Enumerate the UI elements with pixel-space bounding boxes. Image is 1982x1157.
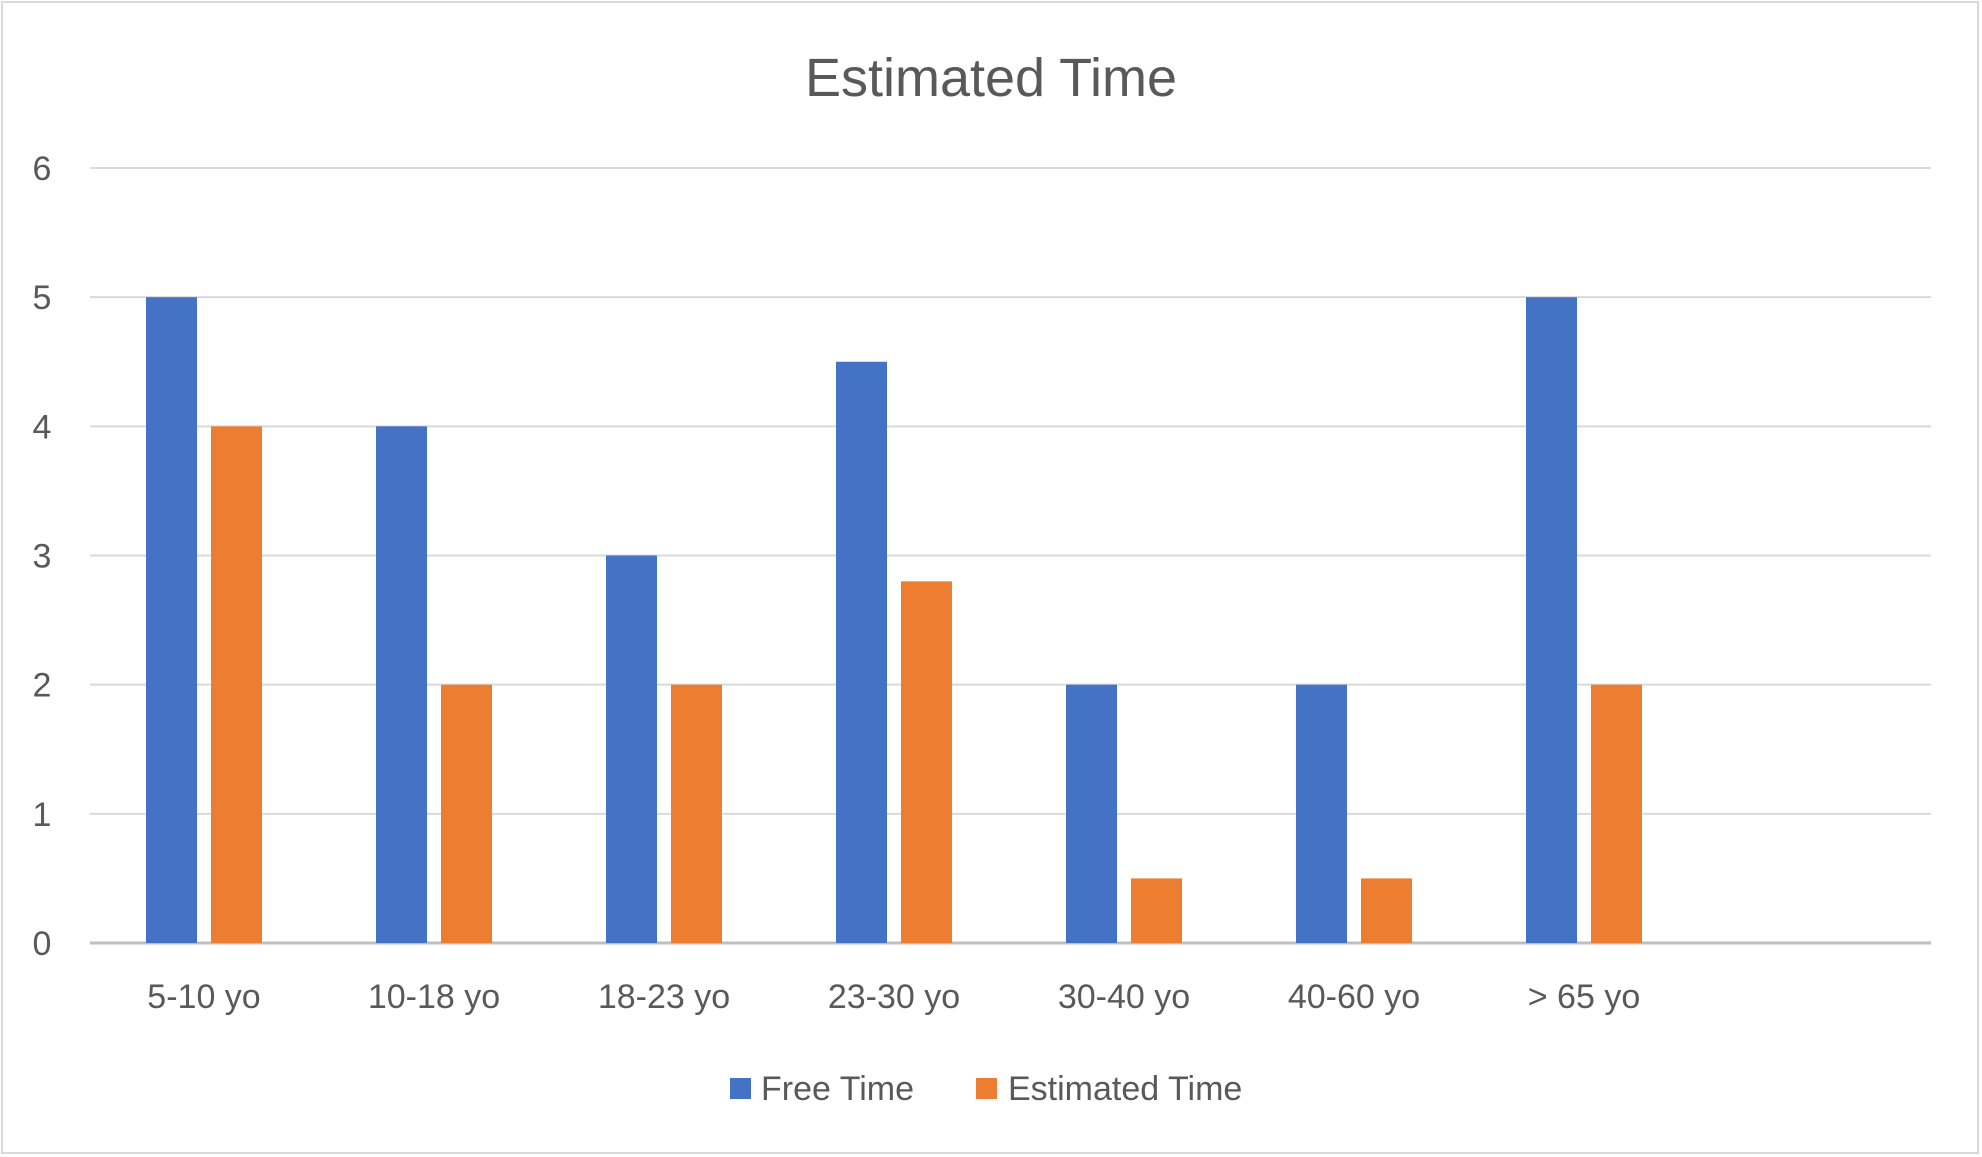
free-time-bar[interactable] <box>1066 684 1117 943</box>
grid-layer <box>90 167 1931 945</box>
y-tick-label: 6 <box>33 150 52 188</box>
x-tick-label: 5-10 yo <box>147 978 260 1016</box>
estimated-time-bar[interactable] <box>901 581 952 943</box>
x-tick-label: 23-30 yo <box>828 978 960 1016</box>
estimated-time-bar[interactable] <box>211 426 262 943</box>
free-time-legend-label: Free Time <box>761 1070 914 1108</box>
legend[interactable]: Free Time Estimated Time <box>730 1070 1242 1108</box>
free-time-bar[interactable] <box>606 555 657 944</box>
y-tick-label: 0 <box>33 925 52 963</box>
x-axis-labels: 5-10 yo 10-18 yo 18-23 yo 23-30 yo 30-40 yo 4… <box>147 978 1640 1016</box>
x-tick-label: 18-23 yo <box>598 978 730 1016</box>
y-tick-label: 2 <box>33 667 52 705</box>
y-tick-label: 5 <box>33 279 52 317</box>
x-tick-label: > 65 yo <box>1528 978 1640 1016</box>
x-tick-label: 40-60 yo <box>1288 978 1420 1016</box>
x-tick-label: 10-18 yo <box>368 978 500 1016</box>
estimated-time-bar[interactable] <box>671 684 722 943</box>
estimated-time-legend-swatch <box>976 1078 997 1099</box>
bar-layer <box>146 297 1642 944</box>
y-axis-labels: 0 1 2 3 4 5 6 <box>33 150 52 963</box>
estimated-time-bar[interactable] <box>1131 878 1182 943</box>
estimated-time-bar[interactable] <box>1361 878 1412 943</box>
estimated-time-bar[interactable] <box>1591 684 1642 943</box>
y-tick-label: 4 <box>33 408 52 446</box>
y-tick-label: 1 <box>33 796 52 834</box>
free-time-bar[interactable] <box>836 361 887 943</box>
free-time-bar[interactable] <box>376 426 427 943</box>
legend-item-estimated-time[interactable]: Estimated Time <box>976 1070 1242 1108</box>
free-time-bar[interactable] <box>146 297 197 944</box>
chart-title: Estimated Time <box>805 48 1177 108</box>
estimated-time-bar[interactable] <box>441 684 492 943</box>
y-tick-label: 3 <box>33 538 52 576</box>
free-time-bar[interactable] <box>1526 297 1577 944</box>
legend-item-free-time[interactable]: Free Time <box>730 1070 914 1108</box>
estimated-time-legend-label: Estimated Time <box>1008 1070 1242 1108</box>
free-time-bar[interactable] <box>1296 684 1347 943</box>
free-time-legend-swatch <box>730 1078 751 1099</box>
x-tick-label: 30-40 yo <box>1058 978 1190 1016</box>
